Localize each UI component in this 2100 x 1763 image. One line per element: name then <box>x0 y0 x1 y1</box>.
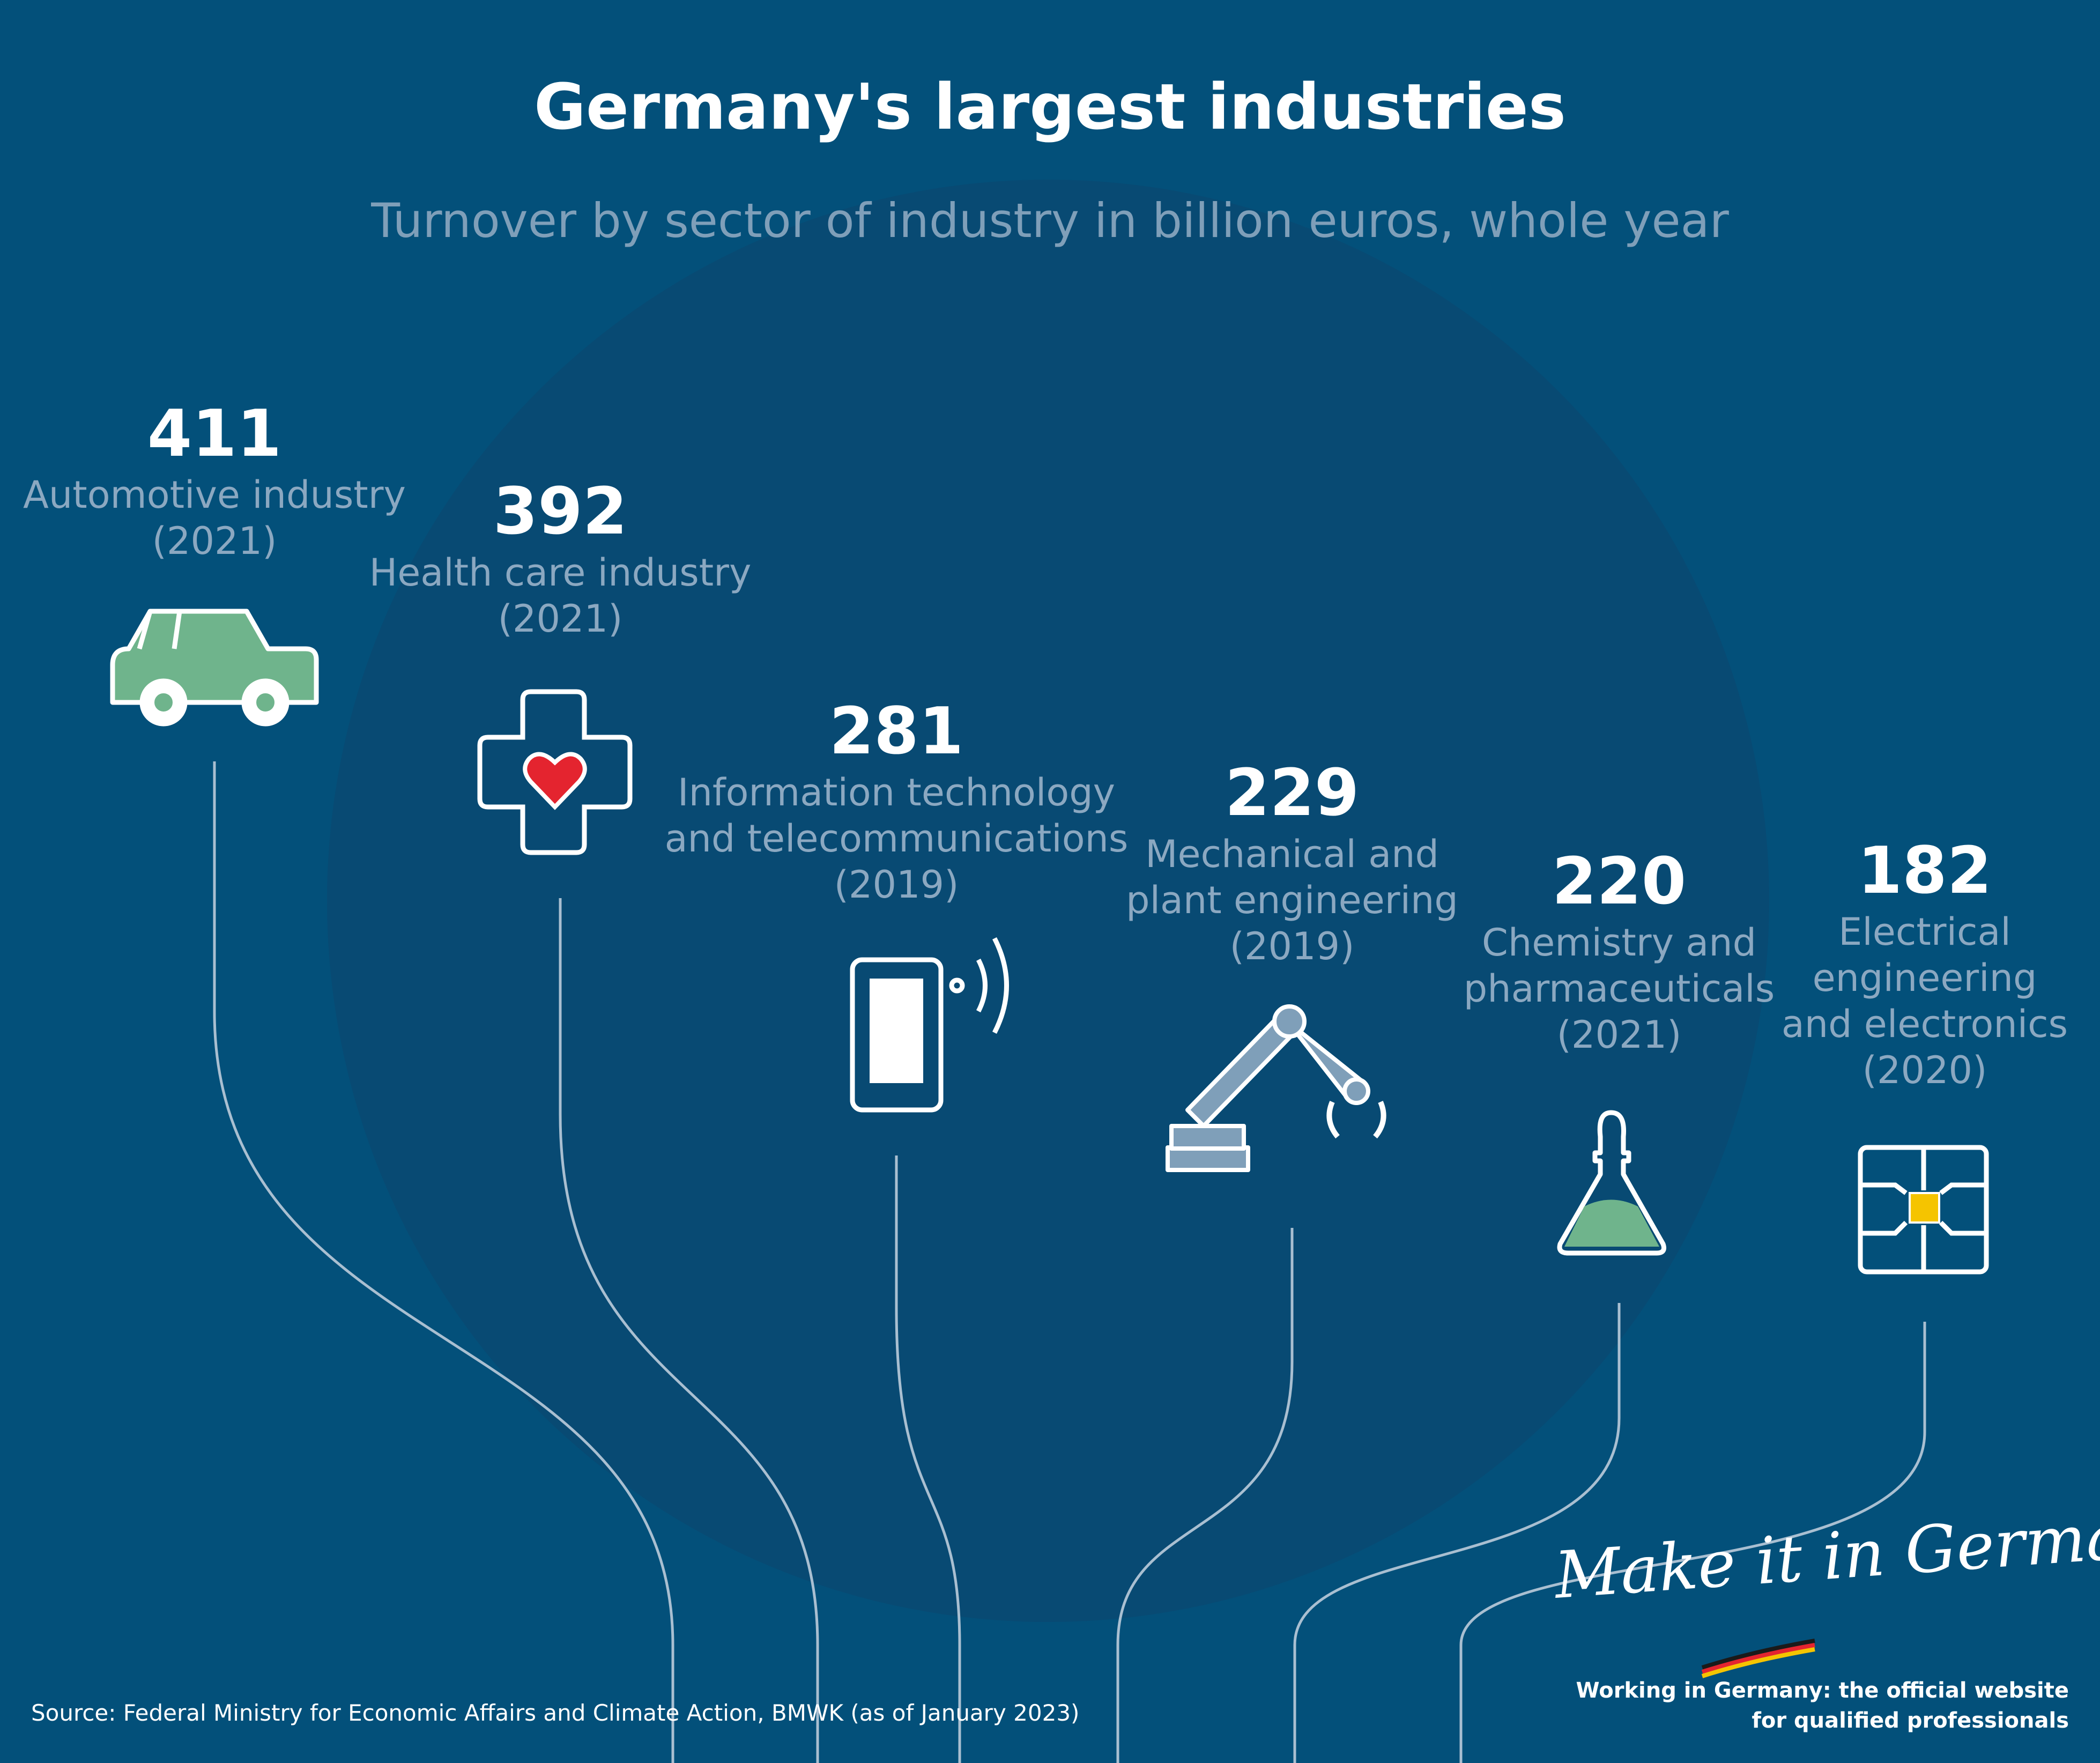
industry-label-line: (2021) <box>152 519 277 563</box>
background-circle <box>327 180 1769 1622</box>
industry-item: 182 Electrical engineering and electronics(… <box>1683 834 2100 1093</box>
industry-label: Chemistry and pharmaceuticals (2021) <box>1378 920 1860 1058</box>
connector-line <box>1293 1303 1621 1763</box>
industry-label-line: Electrical <box>1838 910 2011 954</box>
industry-value: 220 <box>1552 845 1687 919</box>
industry-label-line: plant engineering <box>1126 878 1458 922</box>
industry-label-line: Automotive industry <box>23 473 406 517</box>
industry-item: 220 Chemistry and pharmaceuticals (2021) <box>1378 845 1860 1058</box>
industry-label-line: Chemistry and <box>1481 921 1756 965</box>
industry-label-line: and electronics <box>1781 1002 2068 1046</box>
german-flag-stripes <box>1701 1639 1815 1678</box>
industry-item: 229 Mechanical and plant engineering (2019) <box>1051 756 1533 969</box>
brand-tagline: Working in Germany: the official website… <box>1576 1676 2069 1736</box>
industry-value: 182 <box>1857 834 1992 908</box>
industry-value: 229 <box>1225 756 1360 831</box>
industry-label-line: (2019) <box>1229 924 1355 968</box>
industry-value: 411 <box>147 397 282 471</box>
industry-label-line: (2020) <box>1862 1048 1987 1092</box>
industry-label-line: Information technology <box>677 771 1116 814</box>
industry-label-line: and telecommunications <box>664 817 1129 861</box>
industry-label: Health care industry (2021) <box>319 550 802 642</box>
industry-label: Electrical engineering and electronics (202… <box>1683 909 2100 1093</box>
industry-label-line: pharmaceuticals <box>1463 967 1775 1011</box>
industry-label-line: Mechanical and <box>1145 832 1439 876</box>
industry-label: Information technology and telecommunicat… <box>655 769 1138 908</box>
connector-line <box>1116 1228 1294 1763</box>
brand-tagline-line2: for qualified professionals <box>1752 1708 2069 1733</box>
industry-item: 392 Health care industry (2021) <box>319 475 802 642</box>
connector-line <box>895 1155 961 1763</box>
industry-label-line: (2019) <box>834 863 959 907</box>
industry-value: 281 <box>829 694 964 769</box>
source-note: Source: Federal Ministry for Economic Af… <box>31 1700 1080 1726</box>
industry-value: 392 <box>493 475 628 549</box>
industry-item: 411 Automotive industry (2021) <box>0 397 456 564</box>
industry-label-line: (2021) <box>1556 1013 1682 1057</box>
connector-line <box>213 761 674 1763</box>
industry-item: 281 Information technology and telecommuni… <box>655 694 1138 908</box>
chart-subtitle: Turnover by sector of industry in billio… <box>371 193 1729 248</box>
connector-line <box>559 898 819 1763</box>
connector-line <box>1459 1322 1926 1763</box>
industry-label-line: Health care industry <box>369 551 752 595</box>
industry-label-line: (2021) <box>498 597 623 641</box>
chart-title: Germany's largest industries <box>534 70 1566 144</box>
industry-label: Mechanical and plant engineering (2019) <box>1051 831 1533 969</box>
industry-label: Automotive industry (2021) <box>0 472 456 564</box>
connector-lines <box>213 761 1926 1763</box>
brand-tagline-line1: Working in Germany: the official website <box>1576 1678 2069 1703</box>
industry-label-line: engineering <box>1812 956 2037 1000</box>
